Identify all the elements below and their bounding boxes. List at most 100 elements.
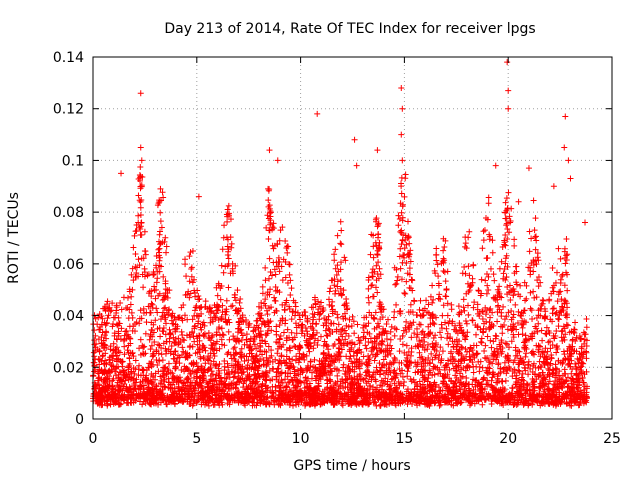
data-point	[470, 304, 477, 311]
data-point	[365, 356, 372, 363]
data-point	[145, 384, 152, 391]
data-point	[519, 317, 526, 324]
data-point	[473, 397, 480, 404]
data-point	[132, 397, 139, 404]
data-point	[166, 335, 173, 342]
data-point	[259, 290, 266, 297]
data-point	[583, 355, 590, 362]
data-point	[223, 297, 230, 304]
data-point	[238, 369, 245, 376]
data-point	[290, 308, 297, 315]
data-point	[269, 226, 276, 233]
data-point	[560, 307, 567, 314]
data-point	[456, 311, 463, 318]
data-point	[546, 329, 553, 336]
data-point	[488, 323, 495, 330]
data-point	[258, 299, 265, 306]
data-point	[417, 321, 424, 328]
data-point	[370, 254, 377, 261]
data-point	[485, 273, 492, 280]
data-point	[530, 268, 537, 275]
data-point	[204, 393, 211, 400]
data-point	[213, 304, 220, 311]
data-point	[396, 348, 403, 355]
data-point	[168, 384, 175, 391]
data-point	[388, 399, 395, 406]
data-point	[351, 368, 358, 375]
data-point	[327, 378, 334, 385]
data-point	[155, 246, 162, 253]
data-point	[394, 273, 401, 280]
data-point	[288, 285, 295, 292]
data-points	[90, 59, 590, 409]
data-point	[450, 344, 457, 351]
data-point	[376, 360, 383, 367]
data-point	[313, 329, 320, 336]
data-point	[246, 394, 253, 401]
data-point	[214, 398, 221, 405]
data-point	[168, 343, 175, 350]
data-point	[280, 341, 287, 348]
data-point	[484, 392, 491, 399]
data-point	[557, 255, 564, 262]
data-point	[349, 313, 356, 320]
data-point	[531, 371, 538, 378]
data-point	[526, 393, 533, 400]
data-point	[283, 297, 290, 304]
data-point	[532, 364, 539, 371]
data-point	[331, 352, 338, 359]
data-point	[446, 375, 453, 382]
data-point	[244, 341, 251, 348]
data-point	[98, 358, 105, 365]
data-point	[193, 379, 200, 386]
data-point	[490, 371, 497, 378]
data-point	[328, 277, 335, 284]
data-point	[205, 366, 212, 373]
data-point	[124, 373, 131, 380]
data-point	[283, 394, 290, 401]
data-point	[197, 304, 204, 311]
data-point	[561, 297, 568, 304]
data-point	[196, 381, 203, 388]
data-point	[105, 312, 112, 319]
data-point	[529, 350, 536, 357]
data-point	[180, 301, 187, 308]
data-point	[245, 324, 252, 331]
data-point	[155, 292, 162, 299]
data-point	[360, 391, 367, 398]
data-point	[142, 251, 149, 258]
data-point	[143, 372, 150, 379]
data-point	[554, 298, 561, 305]
data-point	[218, 262, 225, 269]
data-point	[311, 356, 318, 363]
data-point	[499, 323, 506, 330]
data-point	[163, 249, 170, 256]
data-point	[461, 394, 468, 401]
data-point	[507, 297, 514, 304]
data-point	[98, 394, 105, 401]
data-point	[365, 294, 372, 301]
data-point	[580, 386, 587, 393]
data-point	[454, 341, 461, 348]
data-point	[408, 378, 415, 385]
data-point	[269, 272, 276, 279]
data-point	[158, 392, 165, 399]
data-point	[430, 334, 437, 341]
data-point	[338, 346, 345, 353]
data-point	[345, 323, 352, 330]
data-point	[373, 351, 380, 358]
data-point	[157, 316, 164, 323]
data-point	[531, 351, 538, 358]
data-point	[240, 384, 247, 391]
data-point	[463, 320, 470, 327]
data-point	[183, 375, 190, 382]
data-point	[126, 286, 133, 293]
data-point	[325, 325, 332, 332]
data-point	[577, 355, 584, 362]
data-point	[316, 316, 323, 323]
data-point	[320, 342, 327, 349]
data-point	[503, 273, 510, 280]
data-point	[370, 384, 377, 391]
data-point	[476, 368, 483, 375]
